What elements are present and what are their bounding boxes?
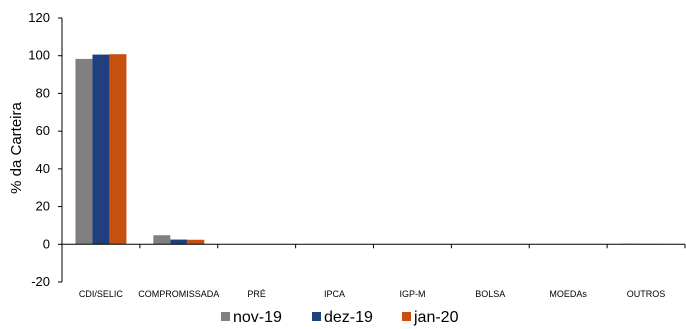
legend-swatch — [402, 312, 411, 321]
bar-jan-20 — [187, 239, 205, 245]
x-tick-label: BOLSA — [475, 289, 505, 299]
bars — [75, 54, 672, 245]
legend-swatch — [312, 312, 321, 321]
y-tick-label: 60 — [36, 123, 50, 138]
bar-dez-19 — [92, 54, 110, 245]
legend-item: nov-19 — [221, 309, 282, 326]
y-axis-label: % da Carteira — [8, 101, 25, 193]
x-tick-label: IGP-M — [399, 289, 425, 299]
y-tick-label: 0 — [43, 236, 50, 251]
y-tick-label: -20 — [31, 274, 50, 289]
x-tick-label: CDI/SELIC — [79, 289, 124, 299]
y-tick-label: 100 — [28, 48, 50, 63]
legend-item: dez-19 — [312, 309, 373, 326]
legend-label: jan-20 — [413, 309, 459, 326]
y-tick-label: 20 — [36, 199, 50, 214]
bar-nov-19 — [75, 58, 93, 245]
x-tick-label: PRÉ — [247, 289, 266, 299]
y-axis: -20 0 20 40 60 80 100 120 — [28, 10, 63, 289]
x-tick-label: MOEDAs — [549, 289, 587, 299]
bar-nov-19 — [153, 235, 171, 245]
x-tick-label: OUTROS — [627, 289, 666, 299]
bar-dez-19 — [170, 239, 188, 245]
legend: nov-19 dez-19 jan-20 — [221, 309, 459, 326]
x-axis: CDI/SELIC COMPROMISSADA PRÉ IPCA IGP-M BOLSA M… — [61, 243, 686, 299]
x-tick-label: COMPROMISSADA — [138, 289, 219, 299]
y-tick-label: 120 — [28, 10, 50, 25]
y-tick-label: 80 — [36, 85, 50, 100]
legend-swatch — [221, 312, 230, 321]
legend-item: jan-20 — [402, 309, 459, 326]
legend-label: dez-19 — [324, 309, 373, 326]
bar-jan-20 — [109, 54, 127, 245]
y-tick-label: 40 — [36, 161, 50, 176]
legend-label: nov-19 — [233, 309, 282, 326]
x-tick-label: IPCA — [324, 289, 345, 299]
